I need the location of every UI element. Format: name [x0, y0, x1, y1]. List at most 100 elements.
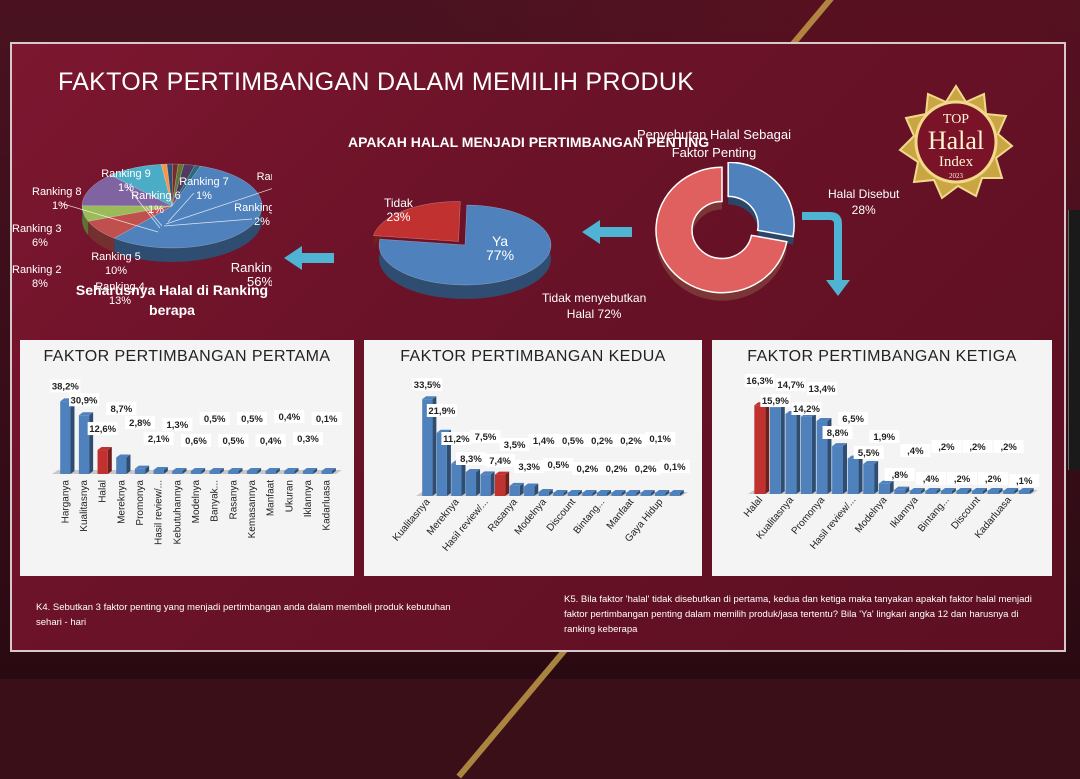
- bar-side: [446, 429, 451, 496]
- pie-ranking-label: Ranking 2 8%: [12, 264, 62, 290]
- value-label-bg: [499, 438, 530, 451]
- category-label: Iklannya: [303, 480, 314, 518]
- pie-ranking-label: Ranking 111%: [257, 171, 272, 197]
- pie-ranking-label: Ranking 4 13%: [95, 281, 145, 304]
- bar-side: [998, 488, 1003, 494]
- bar: [956, 491, 968, 494]
- value-label-bg: [791, 402, 822, 415]
- arrow-left-icon: [284, 246, 334, 270]
- category-label: Banyak...: [210, 480, 221, 522]
- presentation-slide: FAKTOR PERTIMBANGAN DALAM MEMILIH PRODUK…: [10, 42, 1066, 652]
- bar: [265, 471, 276, 474]
- value-label-bg: [645, 432, 676, 445]
- bar: [78, 415, 90, 474]
- bar-top: [1003, 488, 1019, 491]
- value-label-bg: [630, 462, 661, 475]
- bar: [669, 493, 680, 496]
- bar-side: [519, 482, 524, 496]
- bar: [302, 471, 314, 474]
- bar: [941, 491, 952, 494]
- bar: [422, 399, 433, 496]
- bar-top: [625, 490, 641, 493]
- bar: [754, 405, 766, 494]
- bar-top: [611, 490, 626, 493]
- bar-chart-pertama: 38,2% Harganya 30,9% Kualitasnya 12,6% Halal 8…: [50, 379, 342, 545]
- value-label-bg: [744, 374, 775, 387]
- value-label-bg: [181, 434, 211, 447]
- category-label: Mereknya: [116, 480, 127, 524]
- bar-chart-kedua: 33,5%Kualitasnya21,9%11,2%Mereknya8,3%7,…: [391, 378, 690, 554]
- bar: [582, 493, 593, 496]
- value-label-bg: [412, 378, 443, 391]
- category-label: Kualitasnya: [391, 497, 433, 544]
- bar-top: [116, 454, 131, 458]
- value-label: ,2%: [938, 442, 955, 453]
- slide-title: FAKTOR PERTIMBANGAN DALAM MEMILIH PRODUK: [58, 68, 695, 96]
- pie-slice-ranking-3: [81, 205, 173, 222]
- bar: [1003, 491, 1015, 494]
- bar: [801, 416, 812, 494]
- bar-top: [172, 468, 187, 471]
- value-label: 13,4%: [809, 384, 836, 395]
- bar-side: [843, 443, 847, 494]
- bar-side: [636, 490, 641, 496]
- badge-seal-icon: [898, 84, 1014, 200]
- value-label-bg: [199, 412, 230, 425]
- pie-slice-ranking-9: [171, 163, 185, 207]
- bar: [972, 491, 983, 494]
- value-label-bg: [426, 404, 457, 417]
- pie-chart-ranking: Ranking 156% Ranking 28% Ranking 36% Rankin…: [12, 163, 272, 304]
- category-label: Manfaat: [266, 480, 277, 516]
- bar-top: [134, 465, 150, 469]
- bar-top: [302, 468, 318, 471]
- bar-top: [190, 468, 206, 471]
- value-label: ,2%: [969, 442, 986, 453]
- leader-line: [165, 188, 272, 225]
- bar: [209, 471, 220, 474]
- bar: [655, 493, 666, 496]
- bar: [494, 474, 506, 496]
- pie-ranking-label: Ranking 102%: [234, 202, 272, 228]
- bar-top: [832, 443, 847, 447]
- badge-top: TOP: [942, 112, 970, 127]
- pie-slice-ranking-8: [171, 163, 179, 207]
- bar-top: [1018, 488, 1034, 491]
- bar: [465, 472, 477, 496]
- pie-ranking-label: Ranking 6 1%: [131, 190, 181, 216]
- value-label-bg: [853, 446, 884, 459]
- value-label: 11,2%: [443, 434, 470, 445]
- bar-side: [563, 490, 568, 496]
- bar-side: [811, 413, 816, 494]
- bar: [97, 450, 108, 474]
- value-label: 0,5%: [223, 436, 245, 447]
- value-label-bg: [838, 412, 869, 425]
- value-label: 0,5%: [562, 436, 584, 447]
- bar-top: [246, 468, 262, 471]
- pie-ranking-label: Ranking 5 10%: [91, 251, 141, 277]
- bar-top: [265, 468, 280, 471]
- pie-slice-ranking-1: [113, 165, 263, 249]
- badge-halal: Halal: [927, 126, 985, 155]
- bar-top: [494, 471, 510, 475]
- value-label: 14,2%: [793, 404, 820, 415]
- value-label: 21,9%: [428, 406, 455, 417]
- value-label: 8,7%: [111, 404, 133, 415]
- bar-side: [679, 490, 684, 496]
- value-label-bg: [441, 432, 472, 445]
- value-label-bg: [884, 468, 915, 481]
- bar: [480, 474, 491, 496]
- value-label-bg: [50, 379, 81, 393]
- bar-side: [765, 402, 770, 494]
- bar-side: [1029, 488, 1034, 494]
- value-label: 12,6%: [89, 424, 116, 435]
- bar: [509, 485, 520, 496]
- bar-top: [640, 490, 655, 493]
- bar: [172, 471, 183, 474]
- pie-ranking-label: Ranking 8 1%: [32, 186, 82, 212]
- value-label-bg: [87, 422, 118, 436]
- bar-side: [432, 396, 437, 496]
- value-label: 0,1%: [664, 462, 686, 473]
- bar: [153, 470, 164, 474]
- value-label: 8,3%: [460, 454, 482, 465]
- bar-side: [967, 488, 972, 494]
